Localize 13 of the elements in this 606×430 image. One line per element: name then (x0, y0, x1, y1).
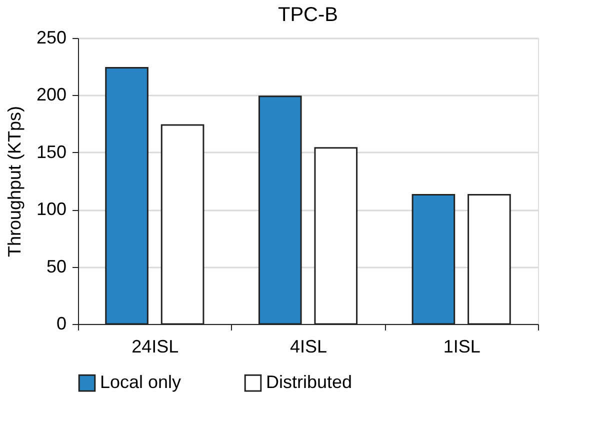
chart-title: TPC-B (278, 4, 338, 26)
x-tick-label: 4ISL (290, 336, 328, 356)
y-axis-title: Throughput (KTps) (4, 106, 24, 258)
y-tick-label: 250 (36, 28, 66, 48)
y-tick-label: 200 (36, 84, 66, 105)
legend-label: Distributed (266, 372, 352, 392)
x-tick-label: 1ISL (443, 336, 480, 356)
y-tick-label: 100 (36, 199, 66, 220)
legend-label: Local only (100, 372, 182, 392)
y-tick-label: 150 (36, 142, 66, 162)
y-tick-label: 0 (56, 314, 66, 334)
x-tick-label: 24ISL (132, 336, 179, 356)
y-tick-label: 50 (46, 256, 66, 276)
